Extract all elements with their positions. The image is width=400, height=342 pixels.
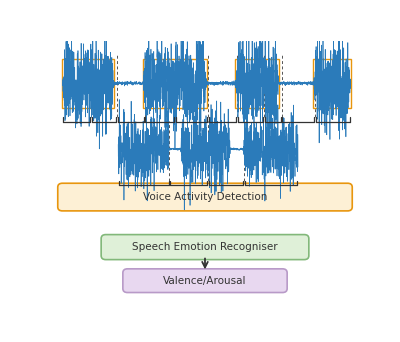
Bar (62, 58, 114, 108)
Text: Speech Emotion Recogniser: Speech Emotion Recogniser (132, 242, 278, 252)
FancyBboxPatch shape (123, 269, 287, 292)
Bar (143, 58, 206, 108)
Bar (235, 58, 279, 108)
FancyBboxPatch shape (58, 183, 352, 211)
FancyBboxPatch shape (101, 235, 309, 260)
Text: Voice Activity Detection: Voice Activity Detection (143, 192, 267, 202)
Bar (313, 58, 351, 108)
Text: Valence/Arousal: Valence/Arousal (163, 276, 247, 286)
